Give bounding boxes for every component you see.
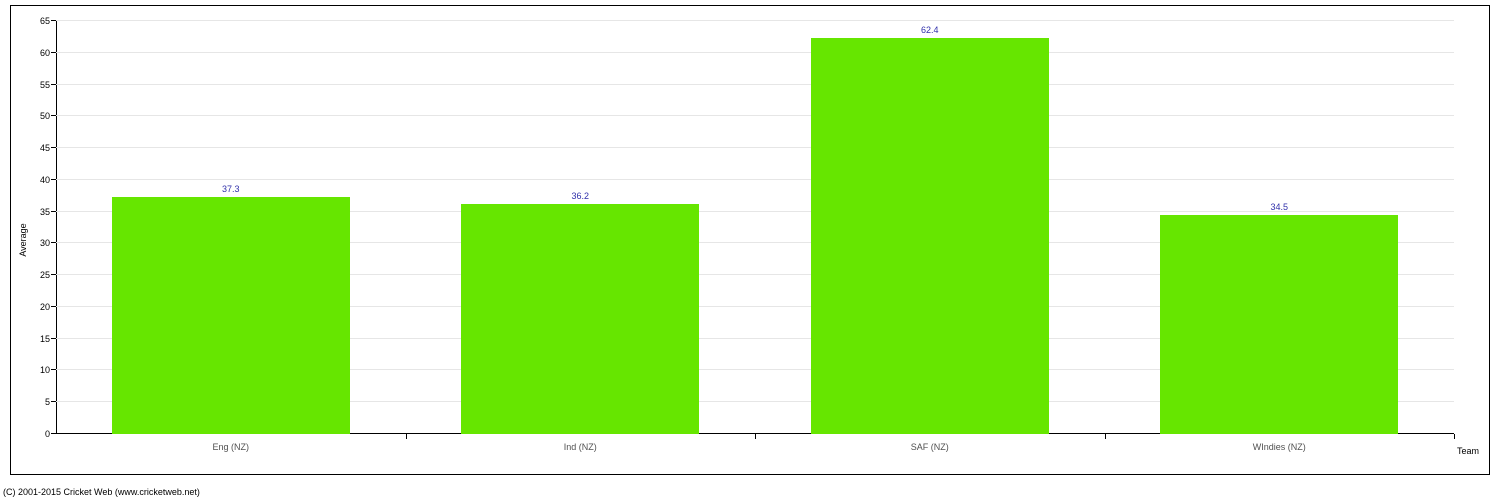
bar-value-label: 37.3 (222, 184, 240, 194)
y-tick (51, 52, 56, 53)
y-tick-label: 55 (28, 80, 50, 90)
y-tick (51, 306, 56, 307)
y-tick-label: 15 (28, 334, 50, 344)
y-axis-title: Average (18, 223, 28, 256)
chart-frame: Average Team 051015202530354045505560653… (10, 5, 1490, 475)
x-tick-label: SAF (NZ) (911, 442, 949, 452)
gridline (56, 147, 1454, 148)
gridline (56, 115, 1454, 116)
gridline (56, 52, 1454, 53)
x-axis-title: Team (1457, 446, 1479, 456)
y-tick (51, 84, 56, 85)
bar (1160, 215, 1398, 434)
y-tick (51, 369, 56, 370)
x-tick (1454, 434, 1455, 439)
gridline (56, 20, 1454, 21)
x-tick-label: Eng (NZ) (212, 442, 249, 452)
y-tick-label: 5 (28, 397, 50, 407)
copyright-text: (C) 2001-2015 Cricket Web (www.cricketwe… (3, 487, 200, 497)
y-tick (51, 179, 56, 180)
bar-value-label: 36.2 (571, 191, 589, 201)
y-tick-label: 10 (28, 365, 50, 375)
y-tick-label: 60 (28, 48, 50, 58)
y-tick-label: 40 (28, 175, 50, 185)
x-tick-label: WIndies (NZ) (1253, 442, 1306, 452)
y-tick-label: 30 (28, 238, 50, 248)
y-tick (51, 20, 56, 21)
y-tick (51, 274, 56, 275)
x-tick (406, 434, 407, 439)
x-tick-label: Ind (NZ) (564, 442, 597, 452)
y-tick-label: 0 (28, 429, 50, 439)
y-tick (51, 115, 56, 116)
x-tick (1105, 434, 1106, 439)
gridline (56, 179, 1454, 180)
plot-area: 0510152025303540455055606537.3Eng (NZ)36… (56, 21, 1454, 434)
bar-value-label: 34.5 (1270, 202, 1288, 212)
y-tick (51, 433, 56, 434)
y-tick-label: 50 (28, 111, 50, 121)
bar (112, 197, 350, 434)
y-tick (51, 338, 56, 339)
y-tick (51, 242, 56, 243)
x-tick (755, 434, 756, 439)
y-tick-label: 35 (28, 207, 50, 217)
bar (461, 204, 699, 434)
y-tick-label: 45 (28, 143, 50, 153)
y-tick-label: 25 (28, 270, 50, 280)
y-tick (51, 211, 56, 212)
bar (811, 38, 1049, 434)
y-tick (51, 147, 56, 148)
y-tick-label: 20 (28, 302, 50, 312)
gridline (56, 84, 1454, 85)
bar-value-label: 62.4 (921, 25, 939, 35)
y-tick (51, 401, 56, 402)
y-tick-label: 65 (28, 16, 50, 26)
